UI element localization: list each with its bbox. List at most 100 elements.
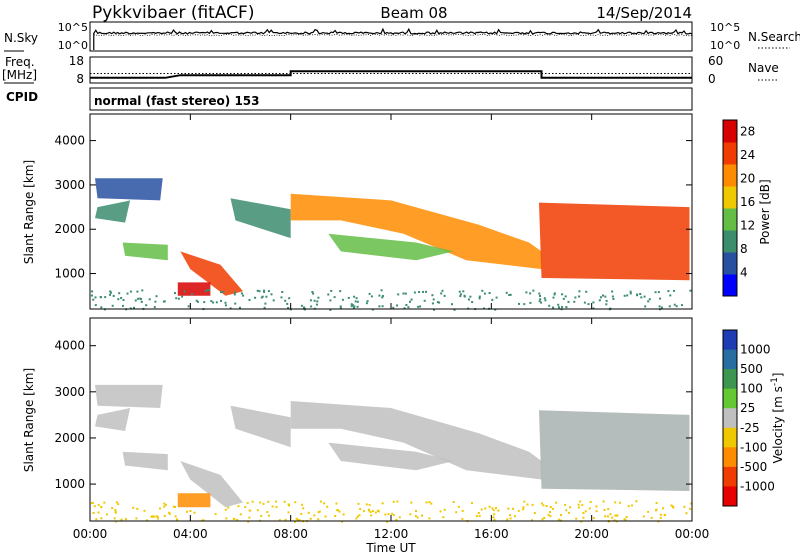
power-speckle xyxy=(196,300,199,303)
power-colorbar-tick: 12 xyxy=(740,219,755,233)
velocity-speckle xyxy=(531,503,534,506)
velocity-speckle xyxy=(342,513,345,516)
velocity-speckle xyxy=(341,520,344,523)
velocity-speckle xyxy=(549,515,552,518)
velocity-speckle xyxy=(557,518,560,521)
power-speckle xyxy=(552,306,555,309)
power-speckle xyxy=(281,291,284,293)
velocity-speckle xyxy=(214,513,217,516)
freq-unit-label: [MHz] xyxy=(2,68,37,82)
velocity-colorbar-tick: 25 xyxy=(740,401,755,415)
power-speckle xyxy=(567,300,570,303)
velocity-speckle xyxy=(294,520,297,523)
power-colorbar-frame xyxy=(722,119,738,297)
power-speckle xyxy=(239,306,241,309)
power-speckle xyxy=(574,296,577,299)
velocity-speckle xyxy=(552,507,554,510)
velocity-speckle xyxy=(577,506,580,509)
velocity-speckle xyxy=(595,510,598,513)
velocity-speckle xyxy=(355,517,358,520)
velocity-speckle xyxy=(452,501,455,503)
velocity-speckle xyxy=(163,502,166,505)
power-speckle xyxy=(309,299,312,302)
power-speckle xyxy=(669,294,672,297)
power-speckle xyxy=(483,292,486,295)
power-speckle xyxy=(626,294,629,297)
velocity-speckle xyxy=(150,515,153,518)
power-speckle xyxy=(543,297,546,300)
power-speckle xyxy=(654,291,657,294)
velocity-speckle xyxy=(631,504,633,507)
velocity-region xyxy=(180,461,243,508)
velocity-region xyxy=(539,410,690,491)
velocity-speckle xyxy=(685,512,688,515)
power-speckle xyxy=(381,296,384,299)
velocity-speckle xyxy=(603,509,606,511)
power-speckle xyxy=(154,300,157,303)
velocity-speckle xyxy=(164,504,167,506)
power-panel: 1000 2000 3000 4000 Slant Range [km] 4 8 12 16… xyxy=(22,113,772,311)
noise-panel: N.Sky 10^5 10^0 10^5 10^0 N.Search xyxy=(4,21,800,52)
velocity-speckle xyxy=(659,516,662,519)
power-speckle xyxy=(354,300,357,303)
velocity-speckle xyxy=(495,507,497,510)
velocity-colorbar-swatch xyxy=(723,369,737,390)
power-speckle xyxy=(316,303,318,306)
power-speckle xyxy=(329,308,332,311)
frequency-line xyxy=(90,70,692,79)
power-speckle xyxy=(254,296,257,299)
velocity-colorbar-swatch xyxy=(723,466,737,487)
velocity-speckle xyxy=(549,506,552,509)
velocity-speckle xyxy=(318,510,321,513)
power-speckle xyxy=(561,305,564,308)
power-colorbar-tick: 20 xyxy=(740,172,755,186)
velocity-speckle xyxy=(409,513,412,516)
power-colorbar-swatch xyxy=(723,120,737,143)
power-speckle xyxy=(553,292,556,295)
velocity-speckle xyxy=(151,515,154,518)
velocity-speckle xyxy=(492,516,495,519)
power-speckle xyxy=(183,290,186,293)
velocity-speckle xyxy=(428,501,431,504)
velocity-speckle xyxy=(541,518,544,521)
power-speckle xyxy=(117,298,120,301)
power-speckle xyxy=(220,299,222,302)
nsky-tick-bottom: 10^0 xyxy=(58,39,88,52)
power-speckle xyxy=(422,290,424,293)
y-tick-label: 3000 xyxy=(54,385,85,399)
velocity-speckle xyxy=(540,502,543,505)
power-speckle xyxy=(378,305,381,308)
power-speckle xyxy=(220,291,222,294)
power-speckle xyxy=(310,305,313,308)
nave-tick-bottom: 0 xyxy=(708,72,716,86)
velocity-speckle xyxy=(642,515,645,518)
power-speckle xyxy=(573,300,576,303)
velocity-speckle xyxy=(248,516,251,519)
power-speckle xyxy=(459,293,462,296)
power-speckle xyxy=(431,294,434,297)
velocity-colorbar-tick: -1000 xyxy=(740,479,775,493)
power-speckle xyxy=(558,306,560,309)
power-speckle xyxy=(491,298,494,301)
velocity-region xyxy=(328,442,454,471)
power-speckle xyxy=(598,299,601,302)
velocity-speckle xyxy=(371,510,374,513)
power-speckle xyxy=(208,289,210,292)
power-speckle xyxy=(353,295,356,298)
velocity-speckle xyxy=(163,505,166,508)
velocity-speckle xyxy=(295,517,298,520)
velocity-speckle xyxy=(334,515,337,517)
velocity-speckle xyxy=(93,505,96,508)
power-speckle xyxy=(481,289,484,292)
power-speckle xyxy=(478,295,481,298)
velocity-speckle xyxy=(659,513,662,516)
power-speckle xyxy=(126,292,129,295)
power-colorbar-swatch xyxy=(723,252,737,275)
power-speckle xyxy=(215,301,218,304)
power-speckle xyxy=(681,304,683,307)
velocity-speckle xyxy=(567,511,570,514)
velocity-speckle xyxy=(159,507,161,510)
power-speckle xyxy=(585,290,588,293)
power-speckle xyxy=(203,301,206,304)
velocity-speckle xyxy=(683,505,686,508)
